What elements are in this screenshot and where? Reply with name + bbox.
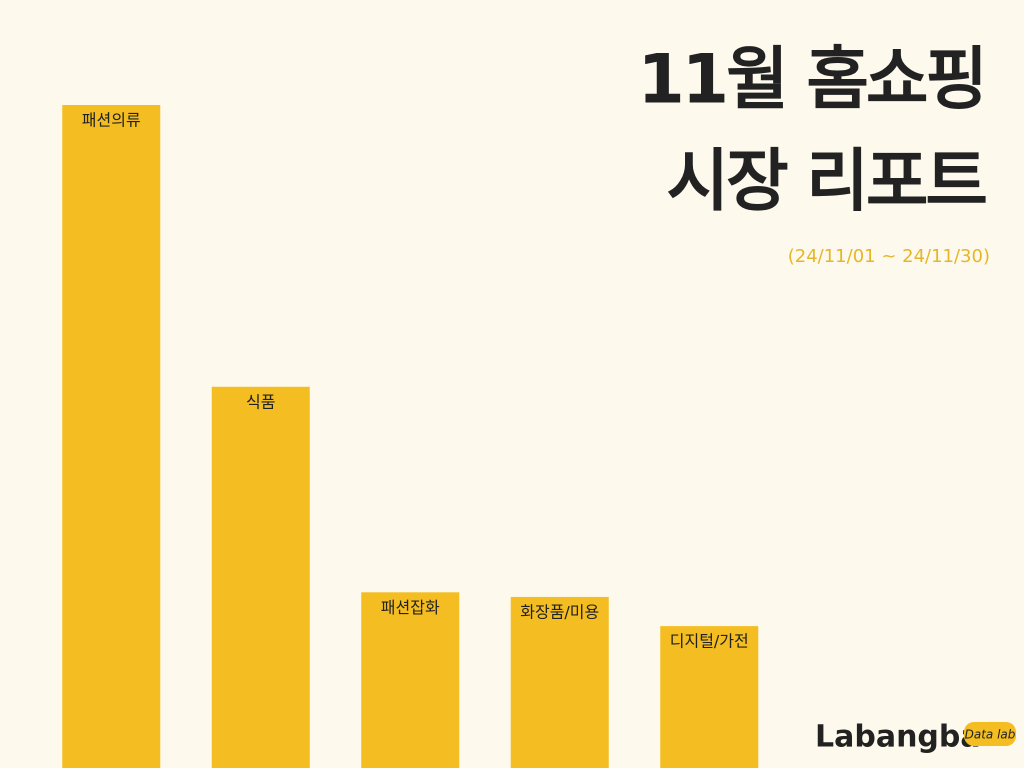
bar-label: 디지털/가전 (670, 632, 749, 651)
brand-tag: Data lab (965, 728, 1016, 742)
bar (510, 596, 609, 768)
chart-title: 11월 홈쇼핑 (637, 41, 985, 120)
chart-title: 시장 리포트 (667, 143, 987, 222)
bar (361, 592, 460, 768)
brand-name: Labangba (815, 720, 981, 755)
bar-label: 식품 (246, 392, 275, 411)
brand-badge (964, 722, 1016, 746)
bar (211, 386, 310, 768)
bar-label: 패션잡화 (381, 598, 440, 617)
bar (660, 626, 759, 768)
bar-label: 패션의류 (82, 111, 141, 130)
chart-subtitle: (24/11/01 ~ 24/11/30) (788, 246, 990, 267)
bar-label: 화장품/미용 (520, 602, 599, 621)
bar (62, 105, 161, 768)
